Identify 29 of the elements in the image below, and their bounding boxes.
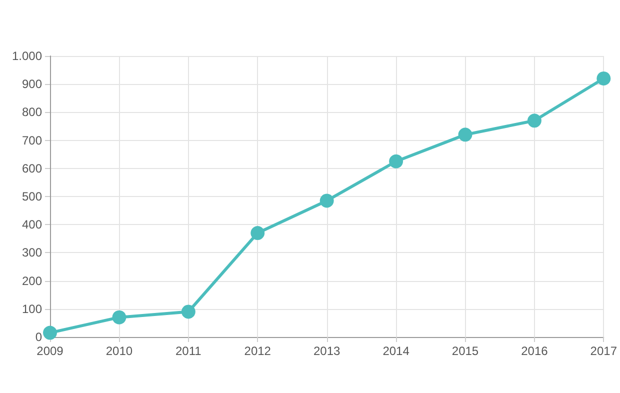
y-tick-label: 800 [22,105,42,120]
point [389,154,404,168]
x-tick-label: 2011 [176,344,202,358]
point [458,128,472,142]
point [112,310,126,324]
y-tick-label: 400 [22,218,42,232]
x-tick-label: 2009 [36,344,64,358]
y-tick-label: 500 [22,190,42,204]
x-tick-label: 2012 [244,344,272,358]
y-tick-label: 900 [22,77,42,92]
point [250,226,265,240]
point [527,114,542,128]
y-tick-label: 700 [22,133,42,148]
point [43,326,57,340]
x-tick-label: 2016 [521,344,548,358]
x-tick-label: 2013 [313,344,340,358]
x-tick-label: 2014 [382,344,410,358]
x-tick-label: 2010 [106,344,133,358]
y-tick-label: 100 [22,302,42,316]
y-tick-label: 200 [22,274,42,288]
y-tick-label: 300 [22,246,42,260]
y-tick-label: 0 [35,330,42,344]
point [320,194,334,208]
x-tick-label: 2017 [590,344,618,358]
x-tick-label: 2015 [452,344,479,358]
point [596,71,611,86]
y-tick-label: 1.000 [12,49,42,63]
y-tick-label: 600 [22,161,42,176]
point [181,304,196,319]
